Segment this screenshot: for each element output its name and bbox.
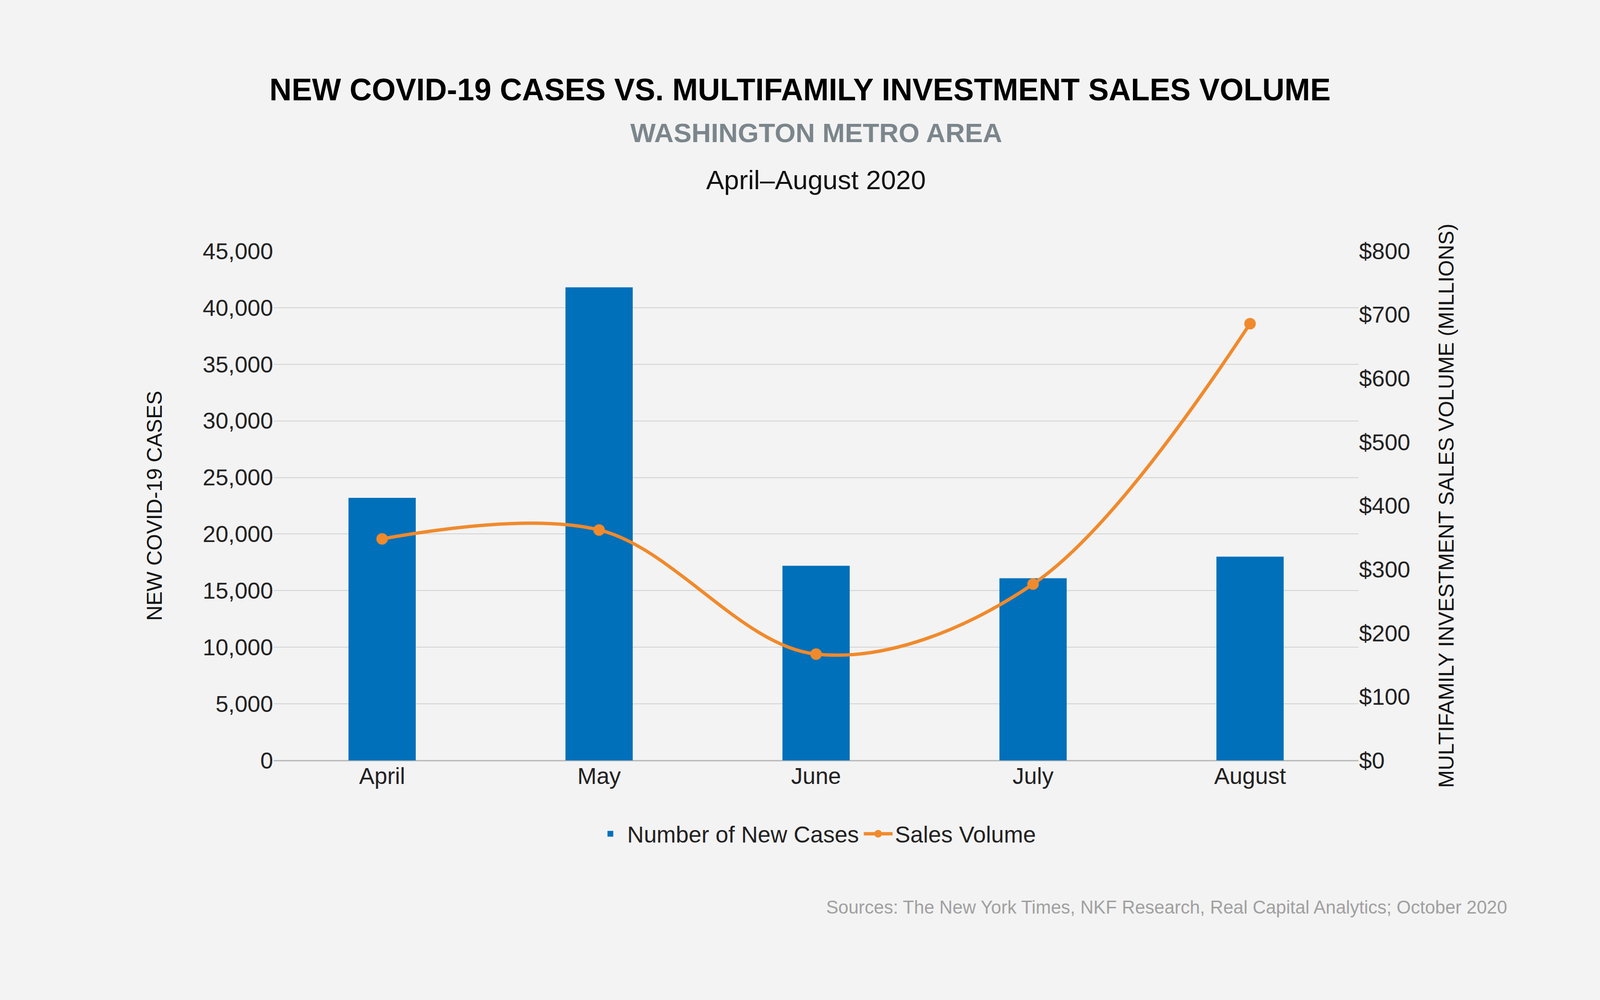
svg-text:10,000: 10,000 <box>202 634 274 661</box>
svg-text:30,000: 30,000 <box>202 408 274 434</box>
svg-text:$300: $300 <box>1359 556 1411 583</box>
svg-text:$500: $500 <box>1359 429 1411 456</box>
svg-text:April–August 2020: April–August 2020 <box>706 164 927 195</box>
svg-text:45,000: 45,000 <box>202 238 274 265</box>
svg-text:5,000: 5,000 <box>215 691 274 717</box>
svg-text:$600: $600 <box>1359 365 1411 392</box>
svg-text:15,000: 15,000 <box>202 577 274 604</box>
svg-text:0: 0 <box>260 747 274 774</box>
svg-text:$200: $200 <box>1359 620 1411 647</box>
svg-text:$700: $700 <box>1359 301 1411 328</box>
svg-text:Sales Volume: Sales Volume <box>894 821 1036 848</box>
svg-text:WASHINGTON METRO AREA: WASHINGTON METRO AREA <box>630 117 1003 148</box>
svg-text:$400: $400 <box>1359 493 1411 519</box>
svg-text:April: April <box>359 763 406 789</box>
svg-text:$0: $0 <box>1359 747 1385 774</box>
svg-text:May: May <box>577 763 622 789</box>
svg-text:25,000: 25,000 <box>202 464 274 491</box>
svg-text:NEW COVID-19 CASES: NEW COVID-19 CASES <box>142 390 167 621</box>
svg-text:$100: $100 <box>1359 684 1411 710</box>
svg-text:35,000: 35,000 <box>202 351 274 378</box>
svg-text:Sources: The New York Times, N: Sources: The New York Times, NKF Researc… <box>826 897 1508 918</box>
svg-text:August: August <box>1214 763 1286 789</box>
svg-text:July: July <box>1012 763 1054 789</box>
svg-text:NEW COVID-19 CASES VS. MULTIFA: NEW COVID-19 CASES VS. MULTIFAMILY INVES… <box>269 72 1331 108</box>
svg-text:June: June <box>791 763 842 789</box>
svg-text:40,000: 40,000 <box>202 295 274 321</box>
svg-text:$800: $800 <box>1359 238 1411 265</box>
svg-text:MULTIFAMILY INVESTMENT SALES V: MULTIFAMILY INVESTMENT SALES VOLUME (MIL… <box>1434 223 1458 788</box>
svg-text:Number of New Cases: Number of New Cases <box>627 821 860 848</box>
svg-text:20,000: 20,000 <box>202 521 274 547</box>
